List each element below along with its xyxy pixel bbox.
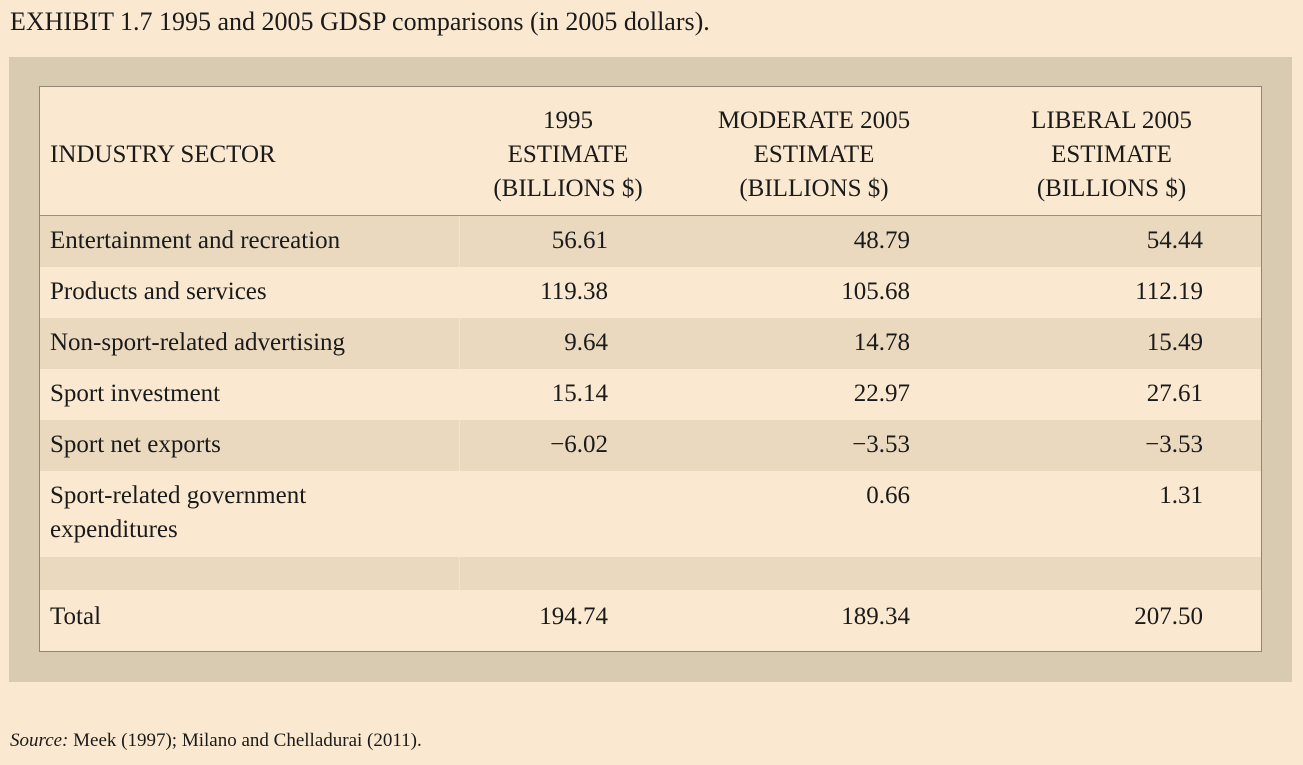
value-liberal-2005-cell	[962, 557, 1261, 590]
value-1995-cell: 56.61	[551, 227, 608, 254]
total-liberal-2005-cell: 207.50	[1134, 603, 1203, 630]
sector-cell: Sport-related government expenditures	[50, 482, 307, 543]
value-moderate-2005-cell: 0.66	[866, 482, 910, 509]
value-liberal-2005-cell: 15.49	[1146, 329, 1203, 356]
value-moderate-2005-cell: 105.68	[841, 278, 910, 305]
column-header-sector-label: INDUSTRY SECTOR	[50, 141, 276, 168]
data-table: INDUSTRY SECTOR 1995 ESTIMATE (BILLIONS …	[39, 86, 1262, 652]
value-1995-cell: 119.38	[540, 278, 608, 305]
table-row: Non-sport-related advertising 9.64 14.78…	[40, 318, 1261, 369]
column-header-sector: INDUSTRY SECTOR	[40, 87, 460, 215]
table-row: Products and services 119.38 105.68 112.…	[40, 267, 1261, 318]
table-row: Sport investment 15.14 22.97 27.61	[40, 369, 1261, 420]
column-header-liberal-2005: LIBERAL 2005 ESTIMATE (BILLIONS $)	[962, 87, 1261, 215]
total-moderate-2005-cell: 189.34	[841, 603, 910, 630]
source-label: Source:	[10, 730, 69, 751]
value-moderate-2005-cell: 22.97	[853, 380, 910, 407]
column-header-moderate-2005-label: MODERATE 2005 ESTIMATE (BILLIONS $)	[717, 107, 911, 202]
column-header-1995-label: 1995 ESTIMATE (BILLIONS $)	[493, 107, 643, 202]
sector-cell: Sport investment	[50, 380, 221, 407]
table-total-row: Total 194.74 189.34 207.50	[40, 590, 1261, 651]
table-row: Sport net exports −6.02 −3.53 −3.53	[40, 420, 1261, 471]
table-header-row: INDUSTRY SECTOR 1995 ESTIMATE (BILLIONS …	[40, 87, 1261, 216]
column-header-1995: 1995 ESTIMATE (BILLIONS $)	[460, 87, 660, 215]
table-row: Entertainment and recreation 56.61 48.79…	[40, 216, 1261, 267]
sector-cell: Sport net exports	[40, 420, 460, 471]
sector-cell: Entertainment and recreation	[40, 216, 460, 267]
sector-cell: Non-sport-related advertising	[40, 318, 460, 369]
source-note: Source: Meek (1997); Milano and Chelladu…	[10, 728, 422, 754]
value-moderate-2005-cell	[660, 557, 962, 590]
source-text: Meek (1997); Milano and Chelladurai (201…	[68, 730, 422, 751]
sector-cell: Products and services	[50, 278, 267, 305]
value-1995-cell: 15.14	[551, 380, 608, 407]
value-liberal-2005-cell: 1.31	[1159, 482, 1203, 509]
value-1995-cell: −6.02	[550, 431, 608, 458]
sector-cell	[40, 557, 460, 590]
total-1995-cell: 194.74	[539, 603, 608, 630]
value-liberal-2005-cell: 112.19	[1135, 278, 1203, 305]
value-liberal-2005-cell: 54.44	[1146, 227, 1203, 254]
value-1995-cell: 9.64	[564, 329, 608, 356]
exhibit-title: EXHIBIT 1.7 1995 and 2005 GDSP compariso…	[10, 7, 710, 36]
table-row: Sport-related government expenditures 0.…	[40, 471, 1261, 557]
column-header-moderate-2005: MODERATE 2005 ESTIMATE (BILLIONS $)	[660, 87, 962, 215]
column-header-liberal-2005-label: LIBERAL 2005 ESTIMATE (BILLIONS $)	[1031, 107, 1192, 202]
value-liberal-2005-cell: 27.61	[1146, 380, 1203, 407]
table-row	[40, 557, 1261, 590]
value-moderate-2005-cell: 48.79	[853, 227, 910, 254]
value-1995-cell	[460, 557, 660, 590]
value-liberal-2005-cell: −3.53	[1145, 431, 1203, 458]
value-1995-cell	[460, 471, 660, 557]
value-moderate-2005-cell: −3.53	[852, 431, 910, 458]
total-label-cell: Total	[50, 603, 102, 630]
value-moderate-2005-cell: 14.78	[853, 329, 910, 356]
exhibit-frame: INDUSTRY SECTOR 1995 ESTIMATE (BILLIONS …	[9, 57, 1292, 682]
